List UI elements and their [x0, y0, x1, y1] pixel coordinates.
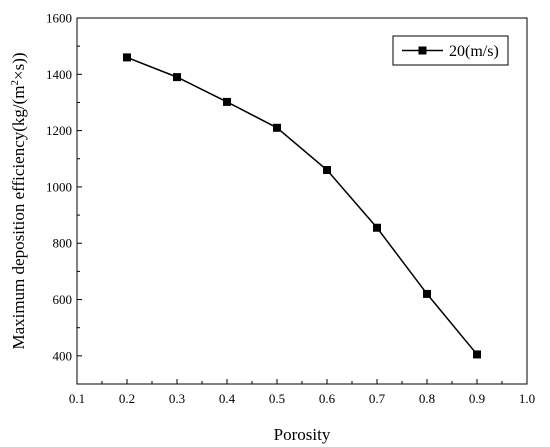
data-point-marker — [223, 97, 231, 106]
x-tick-label: 0.9 — [469, 391, 485, 406]
x-tick-label: 0.7 — [369, 391, 386, 406]
x-axis-title: Porosity — [274, 425, 331, 444]
y-tick-label: 600 — [53, 292, 73, 307]
x-tick-label: 0.1 — [69, 391, 85, 406]
ticks: 0.1 0.2 0.3 0.4 0.5 0.6 0.7 0.8 0.9 1.0 400 600 800 1… — [46, 11, 535, 407]
legend-marker-square — [418, 46, 427, 55]
y-tick-label: 400 — [53, 348, 73, 363]
y-axis-title-main: Maximum deposition efficiency(kg/(m — [9, 85, 28, 349]
y-tick-label: 800 — [53, 236, 73, 251]
data-point-marker — [323, 166, 331, 175]
y-tick-label: 1200 — [46, 123, 72, 138]
x-tick-label: 0.3 — [169, 391, 185, 406]
series — [123, 53, 481, 359]
x-tick-label: 1.0 — [519, 391, 535, 406]
data-point-marker — [173, 73, 181, 82]
y-tick-label: 1000 — [46, 179, 72, 194]
y-axis-title: Maximum deposition efficiency(kg/(m2×s)) — [9, 52, 28, 349]
data-point-marker — [373, 223, 381, 232]
x-tick-label: 0.4 — [219, 391, 236, 406]
y-axis-title-tail: ×s)) — [9, 52, 28, 80]
y-axis-title-superscript: 2 — [9, 80, 21, 86]
data-point-marker — [473, 350, 481, 359]
data-point-marker — [123, 53, 131, 62]
x-tick-label: 0.2 — [119, 391, 135, 406]
x-tick-label: 0.8 — [419, 391, 435, 406]
axes — [76, 17, 528, 385]
plot-frame — [76, 17, 528, 385]
x-tick-label: 0.5 — [269, 391, 285, 406]
data-point-marker — [273, 123, 281, 132]
y-tick-label: 1400 — [46, 67, 72, 82]
legend: 20(m/s) — [392, 35, 509, 66]
data-point-marker — [423, 289, 431, 298]
y-tick-label: 1600 — [46, 11, 72, 26]
x-tick-label: 0.6 — [319, 391, 336, 406]
series-line — [126, 56, 478, 355]
legend-label: 20(m/s) — [449, 43, 499, 60]
